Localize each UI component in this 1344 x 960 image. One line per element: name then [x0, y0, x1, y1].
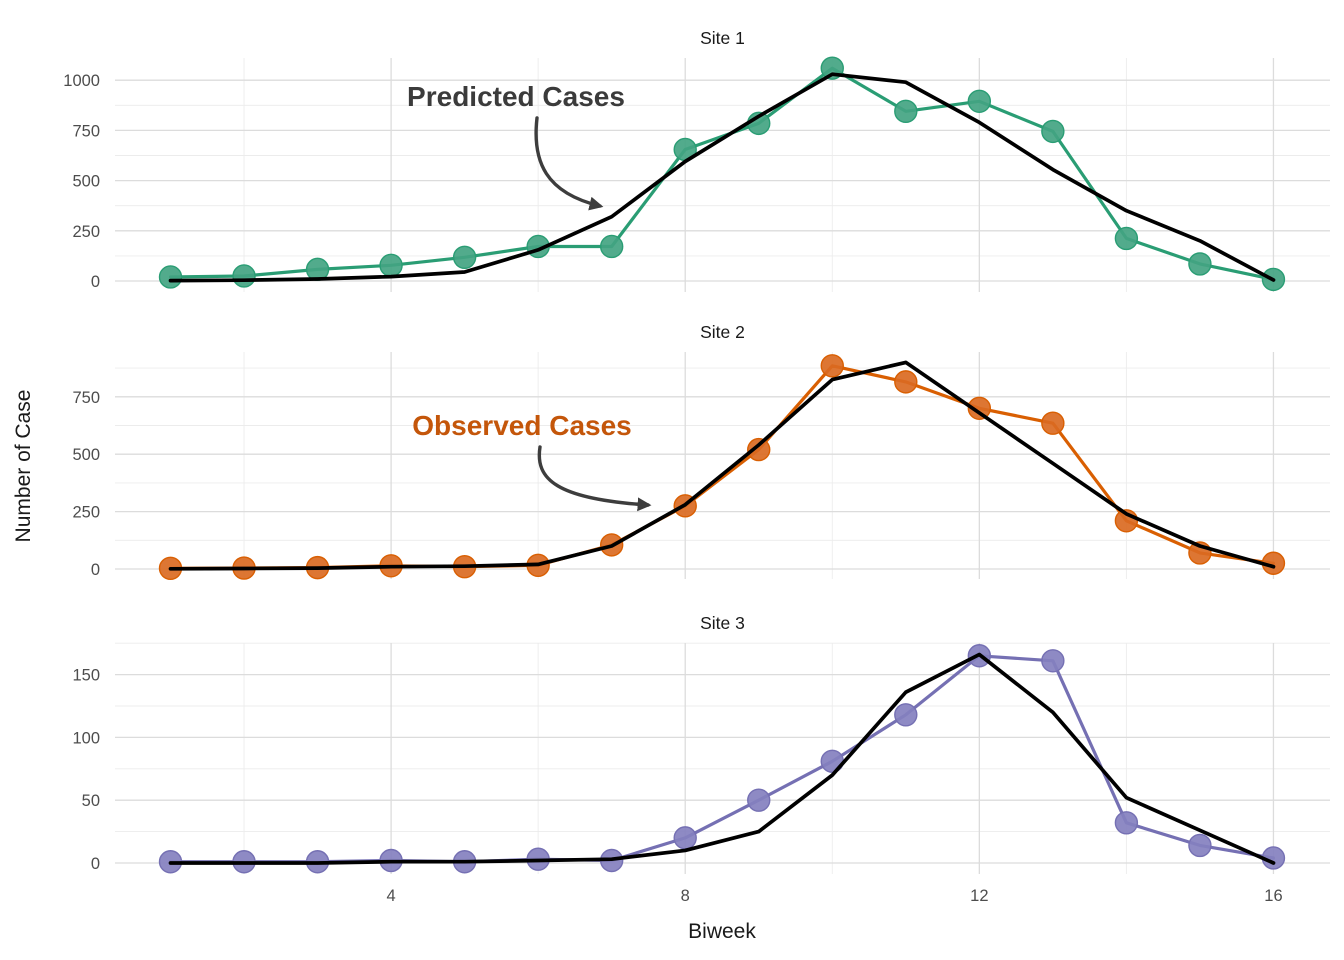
observed-data-point [452, 245, 477, 270]
predicted-cases-annotation: Predicted Cases [407, 81, 625, 211]
panel-site-2: 0 250 500 750 Site 2 [72, 322, 1330, 581]
y-tick-label: 1000 [63, 72, 100, 90]
observed-data-point [599, 234, 624, 259]
predicted-cases-arrow [534, 116, 604, 211]
panel-title: Site 2 [700, 322, 745, 342]
y-axis-title: Number of Case [12, 390, 35, 543]
observed-data-point [1188, 833, 1212, 858]
observed-cases-annotation: Observed Cases [412, 410, 652, 512]
panel-title: Site 1 [700, 28, 745, 48]
x-tick-label: 12 [970, 887, 988, 905]
observed-data-point [894, 99, 918, 124]
observed-data-point [894, 370, 918, 394]
y-tick-label: 500 [72, 173, 100, 191]
y-tick-label: 50 [82, 792, 100, 810]
predicted-cases-label: Predicted Cases [407, 81, 625, 112]
panel-site-3: 0 50 100 150 Site 3 [72, 613, 1330, 874]
predicted-line [168, 360, 1276, 571]
observed-data-point [967, 89, 992, 113]
observed-data-point [1041, 119, 1065, 144]
y-tick-label: 750 [72, 389, 100, 407]
panel-site-1: 0 250 500 750 1000 Site 1 [63, 28, 1330, 292]
x-tick-label: 4 [386, 887, 395, 905]
observed-data-point [379, 253, 403, 278]
predicted-line [168, 652, 1276, 865]
observed-data-point [673, 826, 697, 850]
observed-data-point [967, 396, 992, 420]
observed-data-point [1114, 226, 1139, 251]
y-tick-label: 500 [72, 446, 100, 464]
observed-data-point [232, 264, 256, 288]
observed-data-point [158, 265, 183, 289]
x-tick-label: 8 [681, 887, 690, 905]
predicted-line [168, 72, 1276, 283]
y-tick-label: 100 [72, 729, 100, 747]
observed-data-point [820, 354, 844, 378]
y-tick-label: 750 [72, 122, 100, 140]
observed-data-point [1114, 811, 1139, 835]
y-tick-label: 0 [91, 561, 100, 579]
observed-data-point [1041, 649, 1065, 673]
observed-data-point [894, 703, 918, 727]
observed-data-point [1041, 411, 1065, 435]
observed-line [168, 654, 1276, 864]
y-tick-label: 0 [91, 273, 100, 291]
x-axis-title: Biweek [688, 920, 756, 943]
observed-cases-arrow [537, 445, 652, 512]
panels-group: 0 250 500 750 1000 Site 1 0 250 500 750 Site 2 0 50 1… [63, 28, 1330, 905]
y-tick-label: 150 [72, 667, 100, 685]
observed-data-point [747, 788, 771, 812]
panel-title: Site 3 [700, 613, 745, 633]
observed-line [168, 66, 1276, 281]
observed-cases-label: Observed Cases [412, 410, 631, 441]
x-tick-label: 16 [1264, 887, 1282, 905]
observed-data-point [1188, 252, 1212, 276]
observed-data-point [747, 437, 771, 462]
y-tick-label: 0 [91, 855, 100, 873]
y-tick-label: 250 [72, 223, 100, 241]
y-tick-label: 250 [72, 504, 100, 522]
